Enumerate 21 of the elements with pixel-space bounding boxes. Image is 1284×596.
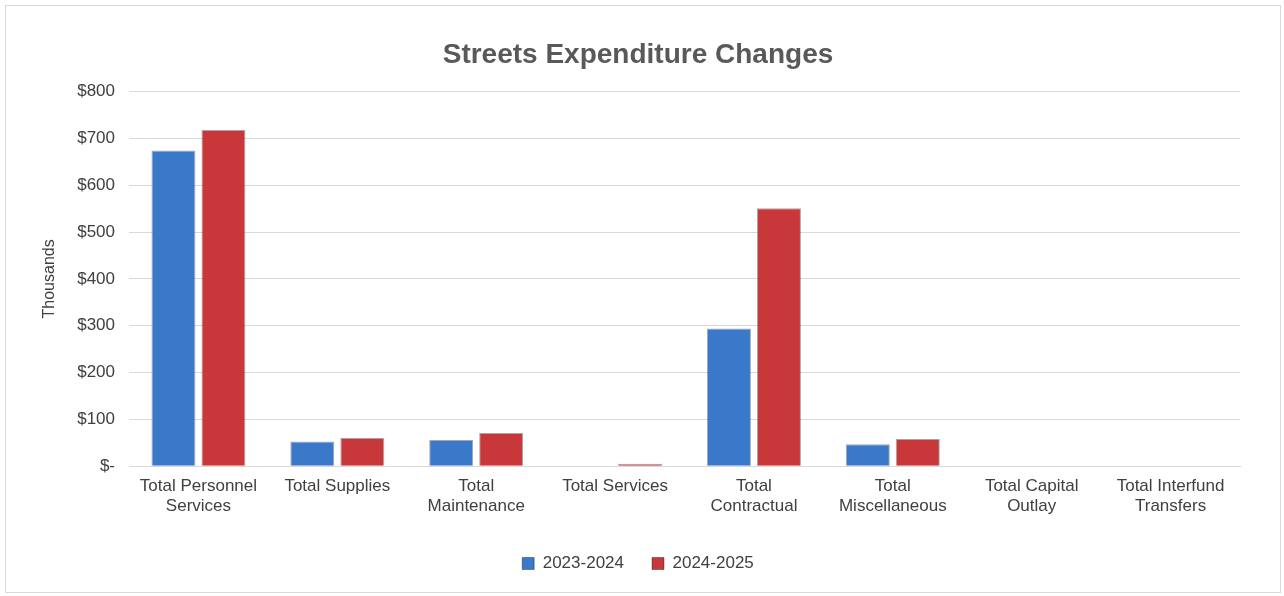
y-tick-label: $700	[77, 128, 116, 148]
legend-label: 2023-2024	[542, 553, 625, 573]
y-tick-label: $400	[77, 268, 116, 288]
y-tick-label: $200	[77, 362, 116, 382]
y-axis-title: Thousands	[40, 239, 58, 319]
y-tick-label: $800	[77, 81, 116, 101]
y-tick-label: $100	[77, 409, 116, 429]
y-tick-label: $-	[99, 455, 116, 475]
y-tick-label: $500	[77, 221, 116, 241]
x-tick-label: Total Interfund Transfers	[1116, 476, 1225, 516]
x-tick-label: Total Supplies	[284, 476, 391, 496]
x-tick-label: Total Contractual	[710, 476, 798, 516]
x-tick-label: Total Miscellaneous	[838, 476, 947, 516]
x-tick-label: Total Capital Outlay	[984, 476, 1079, 516]
y-tick-label: $600	[77, 174, 116, 194]
legend-label: 2024-2025	[672, 553, 754, 573]
x-tick-label: Total Maintenance	[427, 476, 525, 516]
x-tick-label: Total Personnel Services	[139, 476, 258, 516]
chart-title: Streets Expenditure Changes	[442, 37, 834, 69]
y-tick-label: $300	[77, 315, 116, 335]
x-tick-label: Total Services	[562, 476, 668, 496]
